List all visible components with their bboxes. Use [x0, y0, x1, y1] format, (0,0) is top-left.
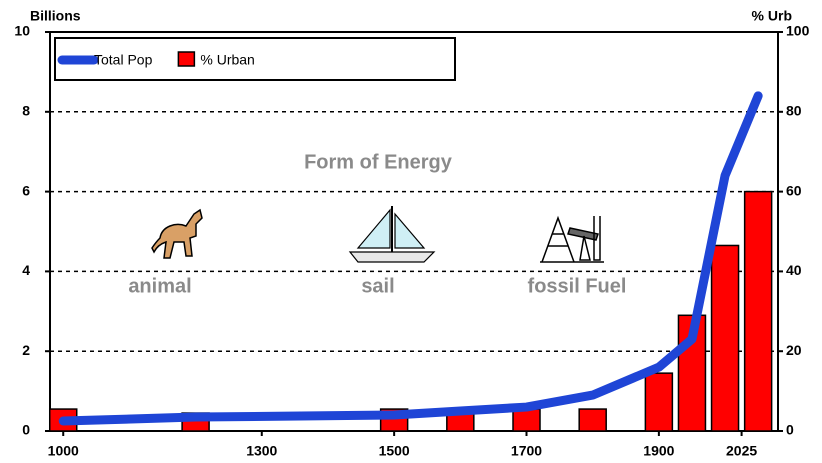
bar — [645, 373, 672, 431]
annotation: Form of Energy — [304, 151, 453, 173]
x-tick-label: 1700 — [511, 443, 542, 459]
x-tick-label: 1300 — [246, 443, 277, 459]
bar — [745, 192, 772, 431]
legend-label: % Urban — [200, 52, 254, 68]
legend-label: Total Pop — [94, 52, 153, 68]
y2-tick-label: 20 — [786, 342, 802, 358]
x-tick-label: 1000 — [48, 443, 79, 459]
x-tick-label: 2025 — [726, 443, 757, 459]
annotation: sail — [361, 275, 394, 297]
y2-tick-label: 0 — [786, 422, 794, 438]
legend-swatch — [178, 52, 194, 66]
bar — [513, 409, 540, 431]
bar — [712, 245, 739, 431]
y2-tick-label: 60 — [786, 182, 802, 198]
annotation: fossil Fuel — [528, 275, 627, 297]
y-axis-title: Billions — [30, 8, 81, 24]
y2-tick-label: 40 — [786, 262, 802, 278]
legend: Total Pop % Urban — [55, 38, 455, 80]
y-tick-label: 6 — [22, 182, 30, 198]
y-tick-label: 2 — [22, 342, 30, 358]
y-tick-label: 0 — [22, 422, 30, 438]
y2-axis-title: % Urb — [752, 8, 792, 24]
y-tick-label: 8 — [22, 103, 30, 119]
y2-tick-label: 100 — [786, 23, 810, 39]
annotation: animal — [128, 275, 191, 297]
bar — [579, 409, 606, 431]
x-tick-label: 1500 — [379, 443, 410, 459]
y-tick-label: 4 — [22, 262, 30, 278]
chart: Billions % Urb 0246810020406080100100013… — [0, 0, 822, 463]
y2-tick-label: 80 — [786, 103, 802, 119]
y-tick-label: 10 — [14, 23, 30, 39]
x-tick-label: 1900 — [643, 443, 674, 459]
